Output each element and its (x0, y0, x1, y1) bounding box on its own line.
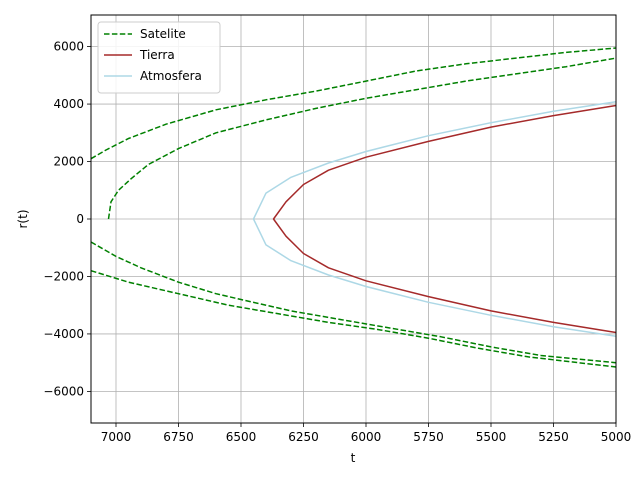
x-tick-label-8: 5000 (601, 430, 632, 444)
legend-label-1: Tierra (139, 48, 175, 62)
y-axis-label: r(t) (16, 209, 30, 228)
legend-label-0: Satelite (140, 27, 186, 41)
series-line-1 (107, 57, 617, 220)
x-tick-label-4: 6000 (351, 430, 382, 444)
series-line-4 (272, 104, 617, 334)
x-tick-label-1: 6750 (163, 430, 194, 444)
series-line-3 (90, 269, 617, 368)
y-tick-label-6: 6000 (53, 40, 84, 54)
legend-label-2: Atmosfera (140, 69, 202, 83)
series-lines (90, 47, 617, 368)
x-tick-label-5: 5750 (413, 430, 444, 444)
x-tick-label-3: 6250 (288, 430, 319, 444)
y-tick-label-5: 4000 (53, 97, 84, 111)
y-tick-label-0: −6000 (43, 384, 84, 398)
series-line-2 (90, 241, 617, 364)
y-tick-label-2: −2000 (43, 269, 84, 283)
y-tick-label-3: 0 (76, 212, 84, 226)
x-tick-label-7: 5250 (538, 430, 569, 444)
x-tick-label-2: 6500 (226, 430, 257, 444)
y-tick-label-1: −4000 (43, 327, 84, 341)
series-line-0 (90, 47, 617, 160)
legend: Satelite Tierra Atmosfera (97, 21, 221, 94)
series-line-5 (252, 101, 617, 337)
y-axis-ticks: −6000 −4000 −2000 0 2000 4000 6000 (43, 40, 91, 398)
x-tick-label-0: 7000 (101, 430, 132, 444)
y-tick-label-4: 2000 (53, 155, 84, 169)
x-axis-ticks: 7000 6750 6500 6250 6000 5750 5500 5250 5000 (101, 423, 632, 444)
x-tick-label-6: 5500 (476, 430, 507, 444)
x-axis-label: t (351, 451, 356, 465)
